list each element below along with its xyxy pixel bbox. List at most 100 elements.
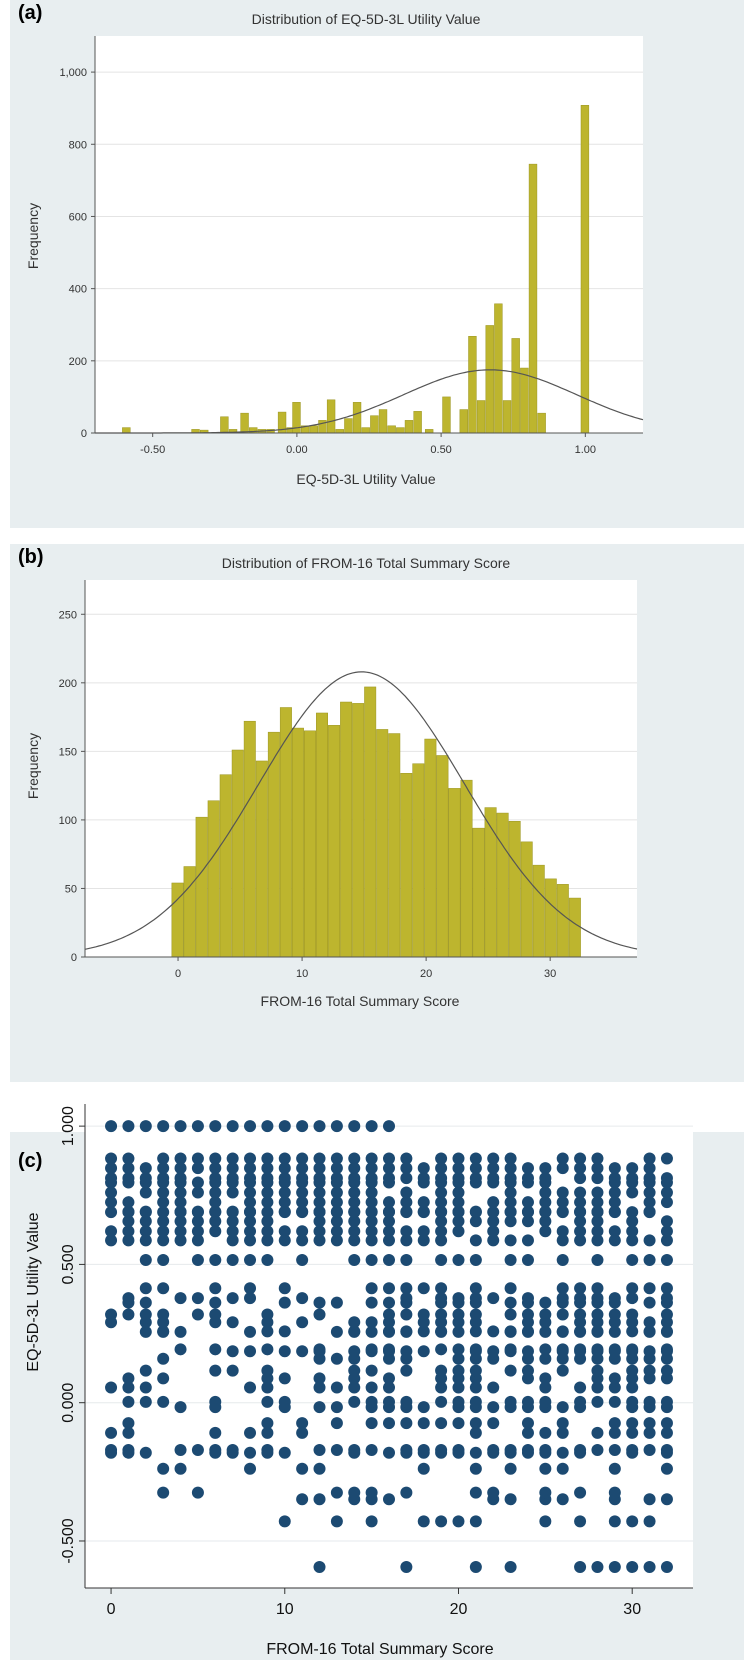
scatter-point <box>261 1206 274 1219</box>
scatter-point <box>365 1152 378 1165</box>
scatter-point <box>400 1560 413 1573</box>
scatter-point <box>139 1162 152 1175</box>
scatter-point <box>400 1172 413 1185</box>
scatter-point <box>174 1215 187 1228</box>
scatter-point <box>244 1120 257 1133</box>
scatter-point <box>452 1215 465 1228</box>
panel-a: (a) Distribution of EQ-5D-3L Utility Val… <box>10 0 744 528</box>
scatter-point <box>608 1186 621 1199</box>
scatter-point <box>261 1162 274 1175</box>
scatter-point <box>105 1162 118 1175</box>
scatter-point <box>348 1345 361 1358</box>
scatter-point <box>504 1282 517 1295</box>
scatter-point <box>383 1343 395 1356</box>
bar-a <box>528 163 538 434</box>
scatter-point <box>556 1282 569 1295</box>
scatter-point <box>660 1292 673 1305</box>
scatter-point <box>435 1152 448 1165</box>
bar-b <box>568 897 581 958</box>
scatter-point <box>209 1120 222 1133</box>
bar-a <box>511 338 520 434</box>
scatter-point <box>643 1186 656 1199</box>
scatter-point <box>383 1234 395 1247</box>
scatter-point <box>105 1443 118 1456</box>
scatter-point <box>574 1292 587 1305</box>
scatter-point <box>539 1352 552 1365</box>
scatter-point <box>313 1162 326 1175</box>
scatter-point <box>400 1205 413 1218</box>
scatter-point <box>330 1515 343 1528</box>
scatter-point <box>157 1225 170 1238</box>
scatter-point <box>278 1225 291 1238</box>
scatter-point <box>574 1308 587 1321</box>
scatter-point <box>122 1395 135 1408</box>
x-tick-label-a: 0.00 <box>286 444 307 456</box>
scatter-point <box>157 1215 170 1228</box>
scatter-point <box>261 1186 274 1199</box>
scatter-point <box>400 1486 413 1499</box>
scatter-point <box>330 1162 343 1175</box>
scatter-point <box>435 1253 448 1266</box>
bar-b <box>219 774 232 958</box>
scatter-point <box>400 1253 413 1266</box>
scatter-point <box>174 1292 187 1305</box>
scatter-point <box>504 1172 517 1185</box>
scatter-point <box>296 1172 309 1185</box>
scatter-point <box>521 1234 534 1247</box>
scatter-point <box>556 1162 569 1175</box>
scatter-point <box>556 1364 569 1377</box>
scatter-point <box>278 1205 291 1218</box>
scatter-point <box>348 1186 361 1199</box>
bar-b <box>544 878 557 958</box>
scatter-point <box>556 1225 569 1238</box>
scatter-point <box>417 1225 430 1238</box>
bar-a <box>442 396 451 434</box>
x-tick-label-b: 10 <box>296 968 308 980</box>
scatter-point <box>139 1120 152 1133</box>
scatter-point <box>261 1253 274 1266</box>
scatter-point <box>226 1253 239 1266</box>
scatter-point <box>105 1172 118 1185</box>
scatter-point <box>365 1215 378 1228</box>
scatter-point <box>330 1186 343 1199</box>
scatter-point <box>591 1343 604 1356</box>
scatter-point <box>487 1162 500 1175</box>
scatter-point <box>313 1381 326 1394</box>
scatter-point <box>122 1172 135 1185</box>
scatter-point <box>244 1205 257 1218</box>
y-tick-label-a: 600 <box>69 211 87 223</box>
scatter-point <box>435 1215 448 1228</box>
bar-a <box>502 400 512 434</box>
scatter-point <box>660 1417 673 1430</box>
scatter-point <box>209 1282 222 1295</box>
scatter-point <box>383 1296 395 1309</box>
scatter-point <box>591 1426 604 1439</box>
scatter-point <box>521 1253 534 1266</box>
scatter-point <box>191 1308 204 1321</box>
scatter-point <box>417 1162 430 1175</box>
scatter-point <box>469 1426 482 1439</box>
scatter-point <box>539 1443 552 1456</box>
scatter-point <box>122 1205 135 1218</box>
bar-b <box>231 749 244 958</box>
bar-a <box>580 105 590 434</box>
scatter-point <box>452 1364 465 1377</box>
scatter-point <box>191 1225 204 1238</box>
scatter-point <box>139 1381 152 1394</box>
scatter-point <box>139 1296 152 1309</box>
scatter-point <box>139 1325 152 1338</box>
scatter-point <box>139 1395 152 1408</box>
scatter-point <box>539 1381 552 1394</box>
scatter-point <box>244 1152 257 1165</box>
scatter-point <box>660 1325 673 1338</box>
x-tick-label-c: 10 <box>276 1601 294 1618</box>
scatter-point <box>226 1172 239 1185</box>
scatter-point <box>435 1308 448 1321</box>
scatter-point <box>626 1282 639 1295</box>
y-axis-label-b: Frequency <box>25 733 41 799</box>
scatter-point <box>660 1426 673 1439</box>
scatter-point <box>400 1196 413 1209</box>
bar-a <box>378 409 388 434</box>
scatter-point <box>330 1325 343 1338</box>
scatter-point <box>365 1172 378 1185</box>
